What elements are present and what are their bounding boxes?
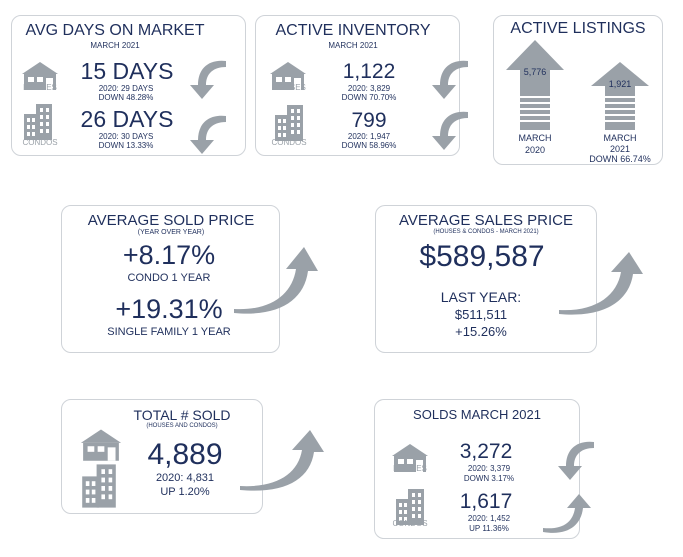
avg-sales-price-last-year-value: $511,511 bbox=[454, 307, 508, 322]
avg-sold-price-condo-label: CONDO 1 YEAR bbox=[127, 272, 211, 284]
active-listings-right-change: DOWN 66.74% bbox=[589, 154, 651, 164]
total-sold-subtitle: (HOUSES AND CONDOS) bbox=[146, 423, 218, 429]
curved-arrow-up-icon bbox=[543, 494, 591, 533]
avg-days-houses-label: HOUSES bbox=[23, 83, 57, 92]
condo-building-icon bbox=[82, 464, 116, 508]
curved-arrow-down-icon bbox=[558, 441, 594, 480]
curved-arrow-down-icon bbox=[190, 115, 226, 154]
avg-sales-price-last-year-label: LAST YEAR: bbox=[440, 289, 522, 305]
avg-sales-price-card bbox=[375, 205, 597, 353]
active-listings-left-value: 5,776 bbox=[523, 67, 547, 77]
condo-building-icon bbox=[24, 104, 52, 140]
house-icon bbox=[80, 429, 122, 461]
active-listings-left-label-top: MARCH bbox=[518, 133, 552, 143]
avg-sold-price-title: AVERAGE SOLD PRICE bbox=[87, 212, 255, 229]
active-inventory-condos-change: DOWN 58.96% bbox=[341, 141, 397, 150]
total-sold-title: TOTAL # SOLD bbox=[133, 407, 231, 423]
avg-sold-price-subtitle: (YEAR OVER YEAR) bbox=[137, 229, 205, 236]
condo-building-icon bbox=[275, 105, 303, 141]
solds-march-title: SOLDS MARCH 2021 bbox=[413, 407, 541, 422]
active-inventory-title: ACTIVE INVENTORY bbox=[275, 22, 431, 39]
avg-sold-price-card bbox=[61, 205, 280, 353]
avg-days-title: AVG DAYS ON MARKET bbox=[25, 22, 205, 39]
active-listings-right-value: 1,921 bbox=[608, 79, 632, 89]
total-sold-change: UP 1.20% bbox=[160, 486, 210, 498]
arrow-up-icon bbox=[506, 40, 564, 130]
avg-days-condos-value: 26 DAYS bbox=[80, 106, 174, 132]
avg-sold-price-condo-value: +8.17% bbox=[122, 240, 216, 270]
total-sold-prev: 2020: 4,831 bbox=[155, 472, 215, 484]
avg-days-houses-prev: 2020: 29 DAYS bbox=[98, 84, 154, 93]
avg-sold-price-sf-value: +19.31% bbox=[115, 294, 223, 324]
solds-march-houses-change: DOWN 3.17% bbox=[463, 474, 515, 483]
avg-days-houses-value: 15 DAYS bbox=[80, 58, 174, 84]
active-listings-right-label-bottom: 2021 bbox=[609, 144, 631, 154]
solds-march-condos-change: UP 11.36% bbox=[469, 524, 509, 533]
curved-arrow-down-icon bbox=[432, 111, 468, 150]
solds-march-condos-prev: 2020: 1,452 bbox=[467, 514, 511, 523]
avg-days-condos-label: CONDOS bbox=[22, 138, 58, 147]
curved-arrow-up-icon bbox=[234, 247, 318, 314]
avg-days-condos-change: DOWN 13.33% bbox=[98, 141, 154, 150]
avg-sales-price-change: +15.26% bbox=[455, 324, 507, 339]
active-listings-left-label-bottom: 2020 bbox=[524, 145, 546, 155]
active-inventory-subtitle: MARCH 2021 bbox=[328, 41, 378, 50]
solds-march-condos-label: CONDOS bbox=[392, 519, 428, 528]
solds-march-houses-value: 3,272 bbox=[459, 440, 513, 463]
curved-arrow-up-icon bbox=[240, 430, 324, 491]
avg-days-houses-change: DOWN 48.28% bbox=[98, 93, 154, 102]
avg-days-condos-prev: 2020: 30 DAYS bbox=[98, 132, 154, 141]
arrow-up-icon bbox=[591, 62, 649, 130]
avg-sales-price-value: $589,587 bbox=[419, 240, 545, 273]
active-inventory-houses-prev: 2020: 3,829 bbox=[347, 84, 391, 93]
active-inventory-houses-change: DOWN 70.70% bbox=[341, 93, 397, 102]
total-sold-value: 4,889 bbox=[147, 438, 223, 471]
active-listings-right-label-top: MARCH bbox=[603, 133, 637, 143]
active-inventory-condos-value: 799 bbox=[351, 109, 387, 132]
curved-arrow-down-icon bbox=[190, 60, 226, 99]
active-inventory-houses-label: HOUSES bbox=[272, 83, 306, 92]
avg-sales-price-title: AVERAGE SALES PRICE bbox=[399, 212, 573, 229]
avg-sold-price-sf-label: SINGLE FAMILY 1 YEAR bbox=[107, 326, 231, 338]
solds-march-houses-prev: 2020: 3,379 bbox=[467, 464, 511, 473]
active-inventory-condos-label: CONDOS bbox=[271, 138, 307, 147]
curved-arrow-up-icon bbox=[559, 252, 643, 315]
active-listings-title: ACTIVE LISTINGS bbox=[510, 20, 646, 37]
curved-arrow-down-icon bbox=[432, 60, 468, 99]
solds-march-condos-value: 1,617 bbox=[459, 490, 513, 513]
active-inventory-condos-prev: 2020: 1,947 bbox=[347, 132, 391, 141]
avg-sales-price-subtitle: (HOUSES & CONDOS - MARCH 2021) bbox=[433, 229, 539, 235]
solds-march-houses-label: HOUSES bbox=[393, 464, 427, 473]
avg-days-subtitle: MARCH 2021 bbox=[90, 41, 140, 50]
active-inventory-houses-value: 1,122 bbox=[342, 60, 396, 83]
